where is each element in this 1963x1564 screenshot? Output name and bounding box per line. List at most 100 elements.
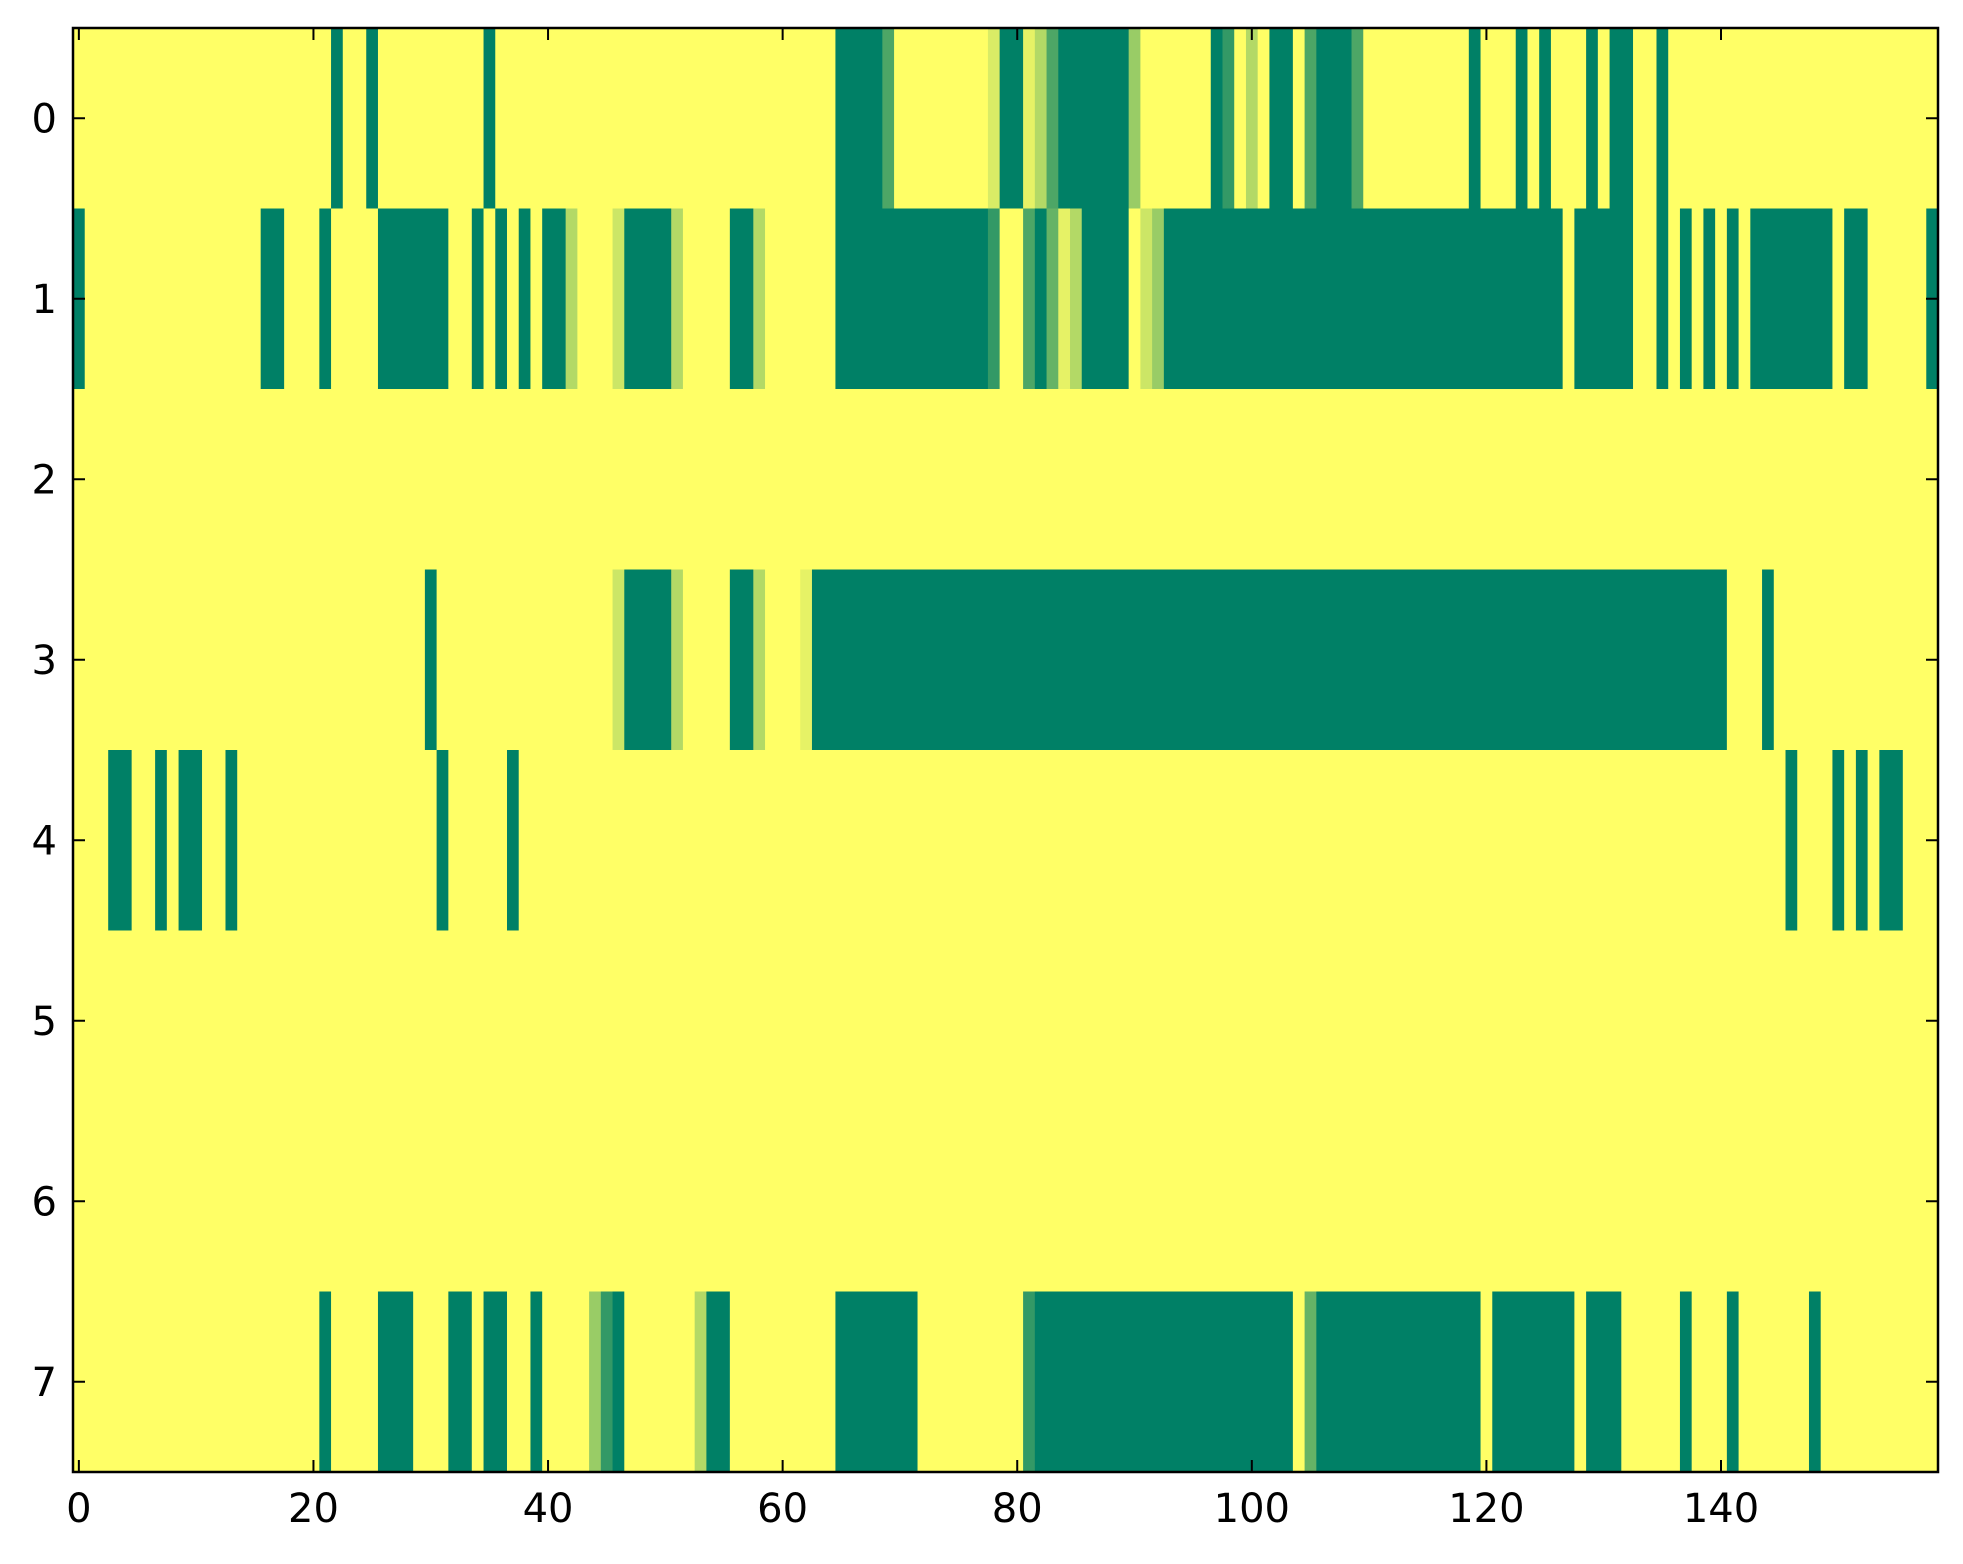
cell bbox=[331, 750, 344, 932]
cell bbox=[1433, 389, 1446, 571]
cell bbox=[964, 569, 977, 751]
cell bbox=[389, 569, 403, 751]
cell bbox=[729, 750, 743, 932]
cell bbox=[1128, 1291, 1141, 1473]
cell bbox=[1269, 1111, 1282, 1293]
cell bbox=[753, 750, 766, 932]
cell bbox=[1374, 750, 1388, 932]
cell bbox=[155, 389, 168, 571]
cell bbox=[1152, 28, 1165, 210]
cell bbox=[1058, 389, 1071, 571]
cell bbox=[237, 750, 250, 932]
cell bbox=[1902, 208, 1916, 390]
cell bbox=[659, 28, 672, 210]
cell bbox=[1152, 750, 1165, 932]
cell bbox=[295, 389, 309, 571]
cell bbox=[1797, 1111, 1810, 1293]
cell bbox=[1891, 569, 1904, 751]
cell bbox=[706, 1111, 719, 1293]
cell bbox=[1550, 750, 1564, 932]
cell bbox=[1468, 1291, 1482, 1473]
cell bbox=[1339, 569, 1353, 751]
cell bbox=[987, 750, 1001, 932]
cell bbox=[1480, 750, 1493, 932]
cell bbox=[1586, 569, 1599, 751]
cell bbox=[213, 930, 227, 1112]
cell bbox=[776, 28, 790, 210]
cell bbox=[272, 389, 285, 571]
cell bbox=[1785, 930, 1798, 1112]
cell bbox=[213, 28, 227, 210]
cell bbox=[1562, 28, 1575, 210]
cell bbox=[1797, 208, 1810, 390]
cell bbox=[260, 930, 274, 1112]
cell bbox=[1445, 28, 1458, 210]
cell bbox=[542, 569, 555, 751]
cell bbox=[1504, 389, 1517, 571]
cell bbox=[1445, 389, 1458, 571]
cell bbox=[1363, 569, 1376, 751]
cell bbox=[401, 750, 414, 932]
cell bbox=[682, 750, 696, 932]
y-tick-label: 3 bbox=[32, 638, 57, 684]
cell bbox=[530, 1111, 543, 1293]
cell bbox=[1316, 750, 1329, 932]
cell bbox=[389, 28, 403, 210]
cell bbox=[1644, 1291, 1658, 1473]
cell bbox=[1163, 569, 1177, 751]
cell bbox=[202, 1111, 215, 1293]
cell bbox=[1398, 389, 1411, 571]
cell bbox=[225, 1291, 238, 1473]
cell bbox=[1820, 208, 1834, 390]
cell bbox=[1316, 1291, 1329, 1473]
cell bbox=[1855, 208, 1869, 390]
cell bbox=[1339, 750, 1353, 932]
cell bbox=[1609, 28, 1622, 210]
cell bbox=[1515, 569, 1529, 751]
cell bbox=[424, 28, 438, 210]
cell bbox=[835, 28, 848, 210]
cell bbox=[1468, 28, 1482, 210]
cell bbox=[424, 750, 438, 932]
cell bbox=[1867, 389, 1880, 571]
cell bbox=[1023, 930, 1036, 1112]
cell bbox=[659, 750, 672, 932]
cell bbox=[84, 750, 98, 932]
cell bbox=[1574, 1291, 1587, 1473]
cell bbox=[1773, 28, 1787, 210]
cell bbox=[894, 1291, 907, 1473]
cell bbox=[553, 389, 567, 571]
cell bbox=[1245, 1111, 1259, 1293]
cell bbox=[987, 28, 1001, 210]
cell bbox=[706, 389, 719, 571]
cell bbox=[1234, 208, 1247, 390]
cell bbox=[1527, 569, 1540, 751]
cell bbox=[718, 389, 731, 571]
cell bbox=[401, 389, 414, 571]
cell bbox=[1762, 28, 1775, 210]
cell bbox=[858, 208, 872, 390]
cell bbox=[788, 208, 801, 390]
cell bbox=[354, 1111, 367, 1293]
cell bbox=[987, 389, 1001, 571]
cell bbox=[1480, 208, 1493, 390]
cell bbox=[319, 750, 332, 932]
cell bbox=[225, 28, 238, 210]
x-tick-label: 120 bbox=[1448, 1486, 1524, 1532]
cell bbox=[1644, 569, 1658, 751]
cell bbox=[835, 569, 848, 751]
cell bbox=[178, 28, 191, 210]
cell bbox=[1257, 1291, 1271, 1473]
cell bbox=[1656, 930, 1669, 1112]
cell bbox=[1457, 930, 1470, 1112]
cell bbox=[1116, 1111, 1130, 1293]
cell bbox=[1093, 569, 1106, 751]
cell bbox=[1093, 1111, 1106, 1293]
cell bbox=[776, 389, 790, 571]
cell bbox=[1586, 1291, 1599, 1473]
cell bbox=[471, 569, 485, 751]
cell bbox=[976, 930, 989, 1112]
cell bbox=[800, 930, 813, 1112]
cell bbox=[295, 28, 309, 210]
cell bbox=[1832, 569, 1845, 751]
